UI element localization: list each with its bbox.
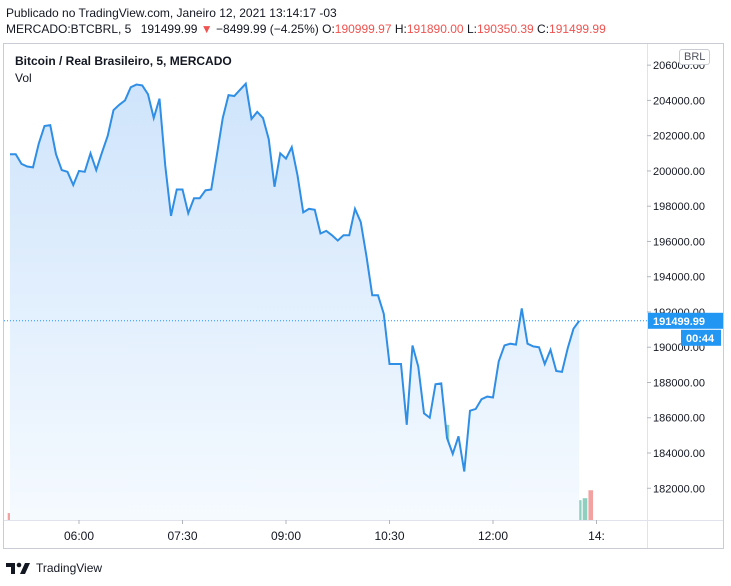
last-price: 191499.99: [140, 22, 198, 36]
y-tick-label: 200000.00: [653, 166, 705, 178]
volume-bar: [588, 490, 594, 520]
chart-container[interactable]: 182000.00 184000.00 186000.00 188000.00 1900…: [3, 43, 724, 549]
currency-badge[interactable]: BRL: [679, 49, 711, 65]
open-value: 190999.97: [334, 22, 392, 36]
x-tick-label: 12:00: [478, 529, 508, 543]
last-price-badge: [648, 312, 723, 329]
series-title: Bitcoin / Real Brasileiro, 5, MERCADO: [15, 54, 232, 68]
close-value: 191499.99: [549, 22, 606, 36]
footer-brand: TradingView: [36, 561, 103, 575]
y-tick-label: 188000.00: [653, 377, 705, 389]
x-tick-label: 09:00: [271, 529, 301, 543]
x-tick-label: 14:: [588, 529, 605, 543]
low-value: 190350.39: [476, 22, 534, 36]
volume-bar: [582, 498, 588, 520]
price-area: [10, 83, 580, 521]
symbol-ohlc-line: MERCADO:BTCBRL, 5 191499.99 ▼ −8499.99 (…: [6, 22, 606, 36]
y-tick-label: 204000.00: [653, 95, 705, 107]
y-tick-label: 184000.00: [653, 448, 705, 460]
high-value: 191890.00: [406, 22, 464, 36]
x-tick-label: 10:30: [374, 529, 404, 543]
open-label: O:: [322, 22, 335, 36]
x-tick-label: 06:00: [64, 529, 94, 543]
symbol-label: MERCADO:BTCBRL, 5: [6, 22, 132, 36]
price-line: [10, 81, 581, 472]
price-chart[interactable]: 182000.00184000.00186000.00188000.001900…: [4, 44, 723, 548]
high-label: H:: [394, 22, 407, 36]
down-arrow-icon: ▼: [200, 22, 213, 36]
countdown-value: 00:44: [686, 333, 715, 345]
published-caption: Publicado no TradingView.com, Janeiro 12…: [6, 6, 337, 20]
countdown-badge: [681, 329, 721, 346]
last-price-badge-value: 191499.99: [653, 316, 705, 328]
low-label: L:: [466, 22, 477, 36]
price-change: −8499.99 (−4.25%): [216, 22, 319, 36]
volume-legend: Vol: [15, 71, 32, 85]
y-tick-label: 202000.00: [653, 131, 705, 143]
tradingview-logo[interactable]: TradingView: [6, 558, 102, 578]
y-tick-label: 186000.00: [653, 413, 705, 425]
y-tick-label: 196000.00: [653, 236, 705, 248]
x-tick-label: 07:30: [167, 529, 197, 543]
y-tick-label: 194000.00: [653, 272, 705, 284]
tradingview-logo-icon: [6, 562, 30, 574]
y-tick-label: 198000.00: [653, 201, 705, 213]
y-tick-label: 182000.00: [653, 483, 705, 495]
close-label: C:: [537, 22, 550, 36]
